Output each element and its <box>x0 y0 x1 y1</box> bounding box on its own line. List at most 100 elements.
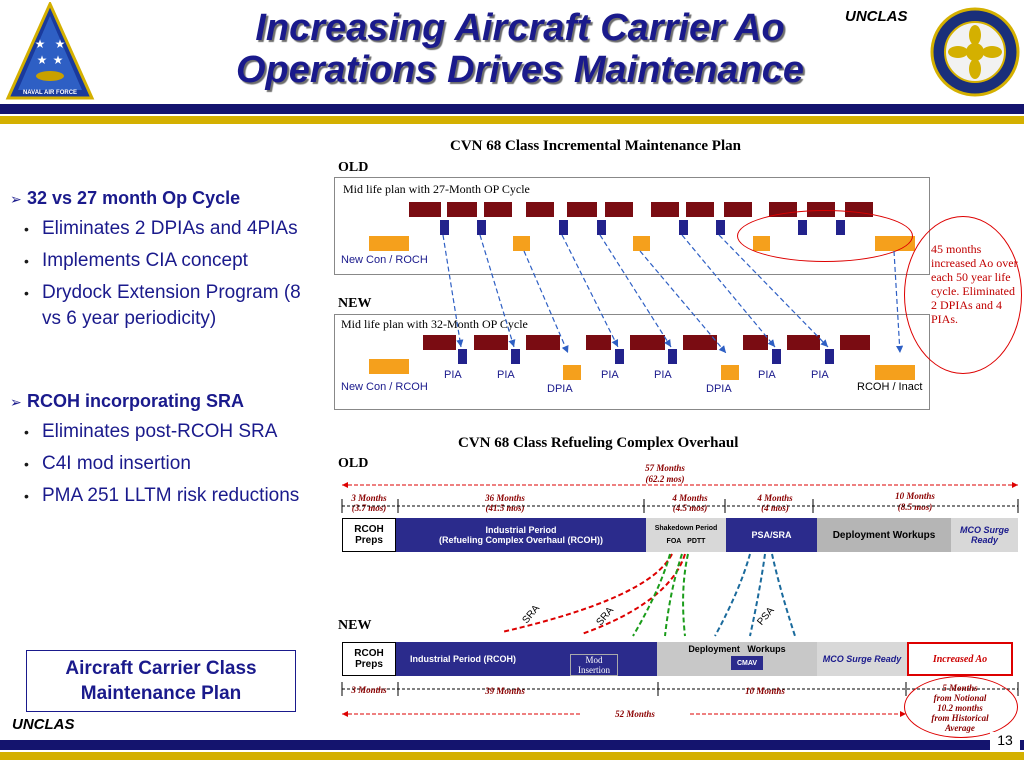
old-highlight-ellipse <box>737 210 913 262</box>
naval-air-force-logo: ★ ★ ★ ★ NAVAL AIR FORCE <box>4 0 96 102</box>
new-cycle-bar <box>683 335 717 350</box>
svg-text:★: ★ <box>55 37 66 51</box>
old-pia-block <box>559 220 568 235</box>
footer-stripe-navy <box>0 740 1024 750</box>
old-total-sub: (62.2 mos) <box>645 474 685 484</box>
new-new-con-label: New Con / RCOH <box>341 381 428 393</box>
old-mco-surge-ready: MCO Surge Ready <box>951 518 1018 552</box>
new-cycle-bar <box>840 335 870 350</box>
pia-label: PIA <box>444 369 462 381</box>
rcoh-old-label: OLD <box>338 456 369 471</box>
old-span-label: 3 Months <box>351 493 387 503</box>
new-span-label: 39 Months <box>485 686 525 696</box>
bullet-sub: • Drydock Extension Program (8 vs 6 year … <box>24 282 301 329</box>
rcoh-inact-label: RCOH / Inact <box>857 381 923 393</box>
old-cycle-bar <box>409 202 441 217</box>
old-cycle-bar <box>724 202 752 217</box>
old-cycle-bar <box>484 202 512 217</box>
new-rcoh-block <box>875 365 915 380</box>
new-plan-box: Mid life plan with 32-Month OP Cycle PIA… <box>334 314 930 410</box>
plan-mapping-arrows <box>442 234 904 354</box>
notional-line: from Notional <box>933 693 987 703</box>
new-span-label: 10 Months <box>745 686 785 696</box>
cmav-box: CMAV <box>731 656 763 670</box>
left-logo-text: NAVAL AIR FORCE <box>23 90 77 96</box>
header-stripe-gold <box>0 116 1024 124</box>
new-cycle-bar <box>586 335 611 350</box>
old-cycle-bar <box>605 202 633 217</box>
old-cycle-bar <box>447 202 477 217</box>
new-rcoh-preps: RCOH Preps <box>342 642 396 676</box>
old-span-ticks <box>341 499 1019 513</box>
rcoh-title: CVN 68 Class Refueling Complex Overhaul <box>458 435 739 451</box>
old-industrial-period: Industrial Period (Refueling Complex Ove… <box>396 518 646 552</box>
ao-note-ellipse <box>904 216 1022 374</box>
bullet-sub: • Eliminates post-RCOH SRA <box>24 421 278 442</box>
old-pia-block <box>679 220 688 235</box>
old-pia-block <box>477 220 486 235</box>
old-new-con-label: New Con / ROCH <box>341 254 428 266</box>
old-dpia-block <box>513 236 530 251</box>
notional-line: 10.2 months <box>937 703 983 713</box>
mod-insertion: Mod Insertion <box>570 654 618 676</box>
bullet-sub: • PMA 251 LLTM risk reductions <box>24 485 300 506</box>
pia-label: PIA <box>758 369 776 381</box>
maintenance-plan-callout: Aircraft Carrier Class Maintenance Plan <box>26 650 296 712</box>
new-cycle-bar <box>630 335 665 350</box>
old-pia-block <box>716 220 725 235</box>
old-rcoh-timeline: RCOH Preps Industrial Period (Refueling … <box>342 518 1018 552</box>
new-span-ticks <box>341 682 1019 696</box>
old-span-label: 10 Months <box>895 491 935 501</box>
classification-top: UNCLAS <box>845 8 908 25</box>
bullet-sub: • Eliminates 2 DPIAs and 4PIAs <box>24 218 298 239</box>
bullet-list: ➢ 32 vs 27 month Op Cycle • Eliminates 2 … <box>10 185 310 509</box>
new-dpia-block <box>563 365 581 380</box>
new-pia-block <box>615 349 624 364</box>
old-cycle-bar <box>567 202 597 217</box>
new-pia-block <box>772 349 781 364</box>
old-rcoh-preps: RCOH Preps <box>342 518 396 552</box>
svg-text:★: ★ <box>53 53 64 67</box>
old-cycle-bar <box>651 202 679 217</box>
notional-line: 5 Months <box>942 683 978 693</box>
new-cycle-bar <box>526 335 560 350</box>
svg-text:★: ★ <box>37 53 48 67</box>
old-span-label: (4.5 mos) <box>672 503 708 513</box>
old-psa-sra: PSA/SRA <box>726 518 817 552</box>
engineering-duty-officers-seal <box>930 2 1020 102</box>
old-shakedown-period: Shakedown Period FOA PDTT <box>646 518 726 552</box>
new-new-con-block <box>369 359 409 374</box>
old-new-con-block <box>369 236 409 251</box>
new-pia-block <box>511 349 520 364</box>
new-total-label: 52 Months <box>580 709 690 719</box>
new-rcoh-timeline: RCOH Preps Industrial Period (RCOH) Mod … <box>342 642 1018 676</box>
old-pia-block <box>597 220 606 235</box>
new-cycle-bar <box>423 335 456 350</box>
header-stripe-navy <box>0 104 1024 114</box>
pia-label: PIA <box>654 369 672 381</box>
old-span-label: 36 Months <box>485 493 525 503</box>
new-cycle-bar <box>474 335 508 350</box>
new-mco-surge-ready: MCO Surge Ready <box>817 642 907 676</box>
bullet-arrow-icon: ➢ <box>10 191 22 207</box>
notional-line: Average <box>945 723 975 733</box>
maintenance-plan-title: CVN 68 Class Incremental Maintenance Pla… <box>450 138 741 154</box>
old-plan-box: Mid life plan with 27-Month OP Cycle New… <box>334 177 930 275</box>
increased-ao-box: Increased Ao <box>907 642 1013 676</box>
old-span-label: (4 mos) <box>761 503 789 513</box>
new-cycle-bar <box>787 335 820 350</box>
old-cycle-bar <box>686 202 714 217</box>
new-plan-caption: Mid life plan with 32-Month OP Cycle <box>341 317 528 331</box>
rcoh-new-label: NEW <box>338 618 372 633</box>
bullet-main-2: ➢ RCOH incorporating SRA <box>10 391 245 411</box>
new-pia-block <box>458 349 467 364</box>
old-span-label: (3.7 mos) <box>351 503 387 513</box>
old-total-label: 57 Months <box>645 463 685 473</box>
old-span-label: (41.5 mos) <box>485 503 525 513</box>
old-cycle-bar <box>526 202 554 217</box>
old-plan-caption: Mid life plan with 27-Month OP Cycle <box>343 182 530 196</box>
bullet-sub: • Implements CIA concept <box>24 250 248 271</box>
ao-note-text: 45 months increased Ao over each 50 year… <box>931 242 1018 326</box>
bullet-main-1: ➢ 32 vs 27 month Op Cycle <box>10 188 241 208</box>
new-dpia-block <box>721 365 739 380</box>
